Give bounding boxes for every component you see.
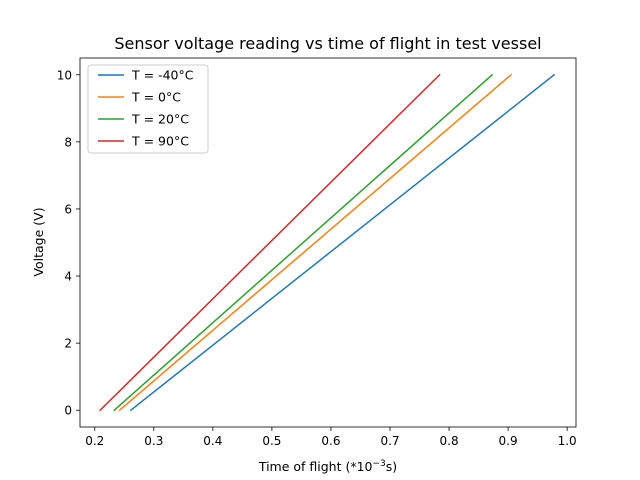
y-tick-label: 10	[57, 68, 72, 82]
y-tick-label: 4	[64, 270, 72, 284]
y-tick-label: 6	[64, 202, 72, 216]
legend-label-2: T = 20°C	[131, 112, 189, 127]
series-line-3	[99, 73, 441, 412]
legend-box	[87, 64, 209, 154]
x-tick-label: 0.9	[499, 434, 518, 448]
series-layer	[99, 73, 556, 412]
y-axis-ticks: 0 2 4 6 8 10	[57, 68, 80, 418]
x-axis-ticks: 0.2 0.3 0.4 0.5 0.6 0.7 0.8 0.9 1.0	[85, 427, 577, 448]
legend-label-1: T = 0°C	[131, 90, 181, 105]
chart-title: Sensor voltage reading vs time of flight…	[114, 34, 541, 53]
legend: T = -40°C T = 0°C T = 20°C T = 90°C	[87, 64, 209, 154]
x-tick-label: 0.8	[440, 434, 459, 448]
x-tick-label: 0.4	[203, 434, 222, 448]
y-axis-label: Voltage (V)	[31, 207, 46, 276]
x-tick-label: 0.7	[380, 434, 399, 448]
y-tick-label: 8	[64, 135, 72, 149]
x-tick-label: 0.2	[85, 434, 104, 448]
series-line-0	[129, 73, 556, 412]
x-tick-label: 0.5	[262, 434, 281, 448]
legend-label-3: T = 90°C	[131, 134, 189, 149]
x-axis-label-exponent: −3	[373, 459, 386, 469]
plot-frame	[79, 57, 577, 428]
x-tick-label: 0.3	[144, 434, 163, 448]
y-tick-label: 2	[64, 337, 72, 351]
x-axis-label-suffix: s)	[386, 459, 397, 474]
x-axis-label-prefix: Time of flight (*10	[258, 459, 373, 474]
legend-label-0: T = -40°C	[131, 68, 194, 83]
y-tick-label: 0	[64, 404, 72, 418]
x-tick-label: 1.0	[558, 434, 577, 448]
x-axis-label: Time of flight (*10−3s)	[258, 459, 397, 474]
x-tick-label: 0.6	[321, 434, 340, 448]
series-line-2	[113, 73, 494, 412]
series-line-1	[118, 73, 513, 412]
